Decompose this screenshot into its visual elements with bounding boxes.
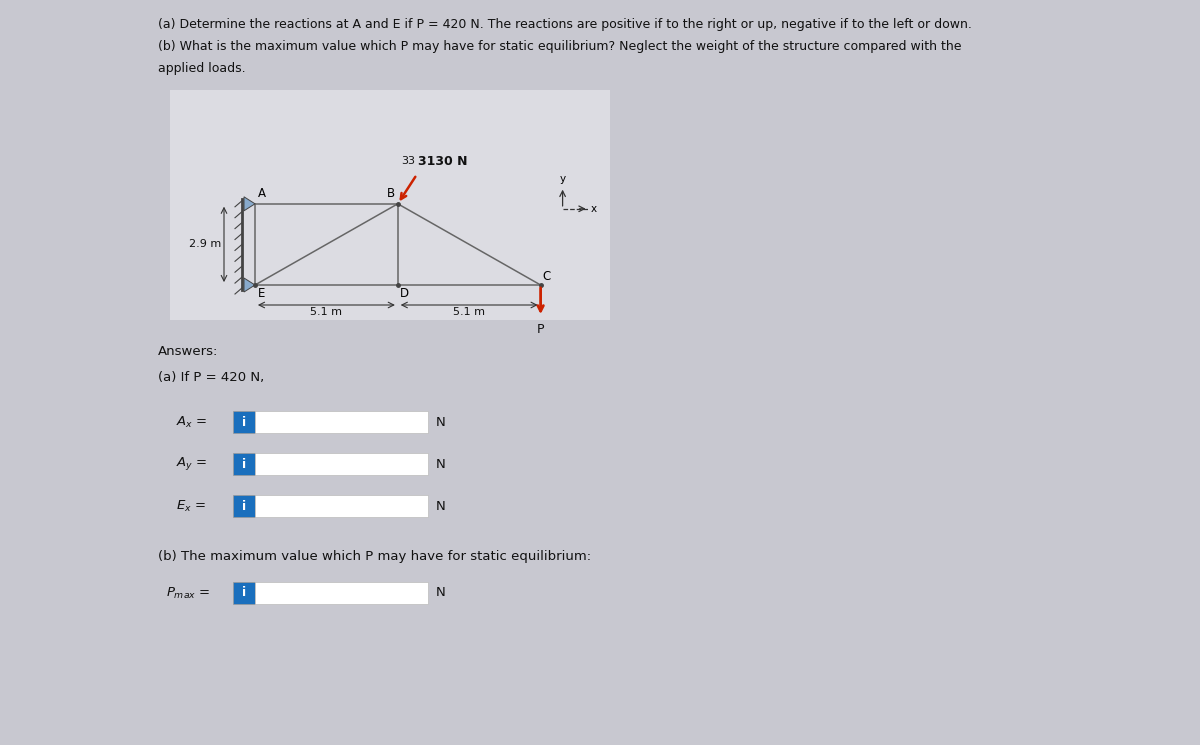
Text: i: i	[242, 416, 246, 428]
Text: (a) Determine the reactions at A and E if P = 420 N. The reactions are positive : (a) Determine the reactions at A and E i…	[158, 18, 972, 31]
Text: B: B	[386, 187, 395, 200]
Text: 5.1 m: 5.1 m	[454, 307, 485, 317]
FancyBboxPatch shape	[233, 411, 256, 433]
Text: y: y	[559, 174, 565, 184]
Polygon shape	[244, 197, 256, 211]
Text: i: i	[242, 457, 246, 471]
Text: applied loads.: applied loads.	[158, 62, 246, 75]
Text: N: N	[436, 586, 445, 600]
Polygon shape	[244, 278, 256, 292]
Text: (b) What is the maximum value which P may have for static equilibrium? Neglect t: (b) What is the maximum value which P ma…	[158, 40, 961, 53]
Text: A: A	[258, 187, 266, 200]
Text: $A_y$ =: $A_y$ =	[176, 455, 208, 472]
FancyBboxPatch shape	[256, 411, 428, 433]
Text: E: E	[258, 287, 265, 300]
FancyBboxPatch shape	[233, 582, 256, 604]
Text: i: i	[242, 499, 246, 513]
FancyBboxPatch shape	[170, 90, 610, 320]
Text: $E_x$ =: $E_x$ =	[176, 498, 206, 513]
Text: (b) The maximum value which P may have for static equilibrium:: (b) The maximum value which P may have f…	[158, 550, 592, 563]
Text: 33: 33	[401, 156, 415, 166]
Text: N: N	[436, 416, 445, 428]
Text: $A_x$ =: $A_x$ =	[176, 414, 208, 430]
Text: 5.1 m: 5.1 m	[311, 307, 342, 317]
Text: N: N	[436, 457, 445, 471]
Text: Answers:: Answers:	[158, 345, 218, 358]
FancyBboxPatch shape	[233, 495, 256, 517]
FancyBboxPatch shape	[256, 453, 428, 475]
Text: C: C	[542, 270, 551, 283]
FancyBboxPatch shape	[256, 495, 428, 517]
FancyBboxPatch shape	[233, 453, 256, 475]
Text: $P_{max}$ =: $P_{max}$ =	[166, 586, 210, 600]
Text: P: P	[536, 323, 545, 336]
Text: x: x	[590, 204, 596, 214]
Text: (a) If P = 420 N,: (a) If P = 420 N,	[158, 371, 264, 384]
Text: i: i	[242, 586, 246, 600]
Text: 3130 N: 3130 N	[418, 156, 467, 168]
Text: D: D	[400, 287, 409, 300]
Text: 2.9 m: 2.9 m	[188, 239, 221, 250]
Text: N: N	[436, 499, 445, 513]
FancyBboxPatch shape	[256, 582, 428, 604]
